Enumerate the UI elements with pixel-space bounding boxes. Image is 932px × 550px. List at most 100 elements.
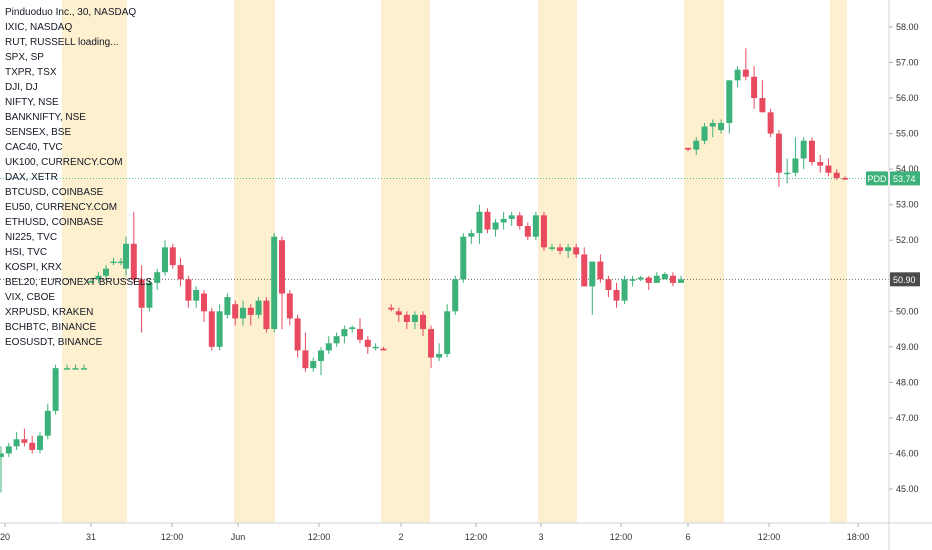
candle-body <box>310 361 317 369</box>
y-tick-label: 56.00 <box>896 93 919 103</box>
candle-body <box>341 329 348 337</box>
candle <box>444 304 451 358</box>
legend-item[interactable]: IXIC, NASDAQ <box>5 22 73 33</box>
candle <box>64 364 70 370</box>
candle <box>540 211 547 251</box>
session-shades <box>62 0 847 523</box>
candle <box>81 364 87 370</box>
x-axis[interactable]: 20 31 12:00 Jun 12:00 2 12:00 3 12:00 6 12:00 18:00 <box>0 522 932 542</box>
candle <box>808 137 815 166</box>
candle <box>13 432 20 450</box>
candle-body <box>645 277 652 283</box>
legend-item[interactable]: TXPR, TSX <box>5 67 57 78</box>
candle <box>103 265 109 280</box>
candle-body <box>224 297 231 315</box>
candle <box>669 272 676 287</box>
candle <box>784 158 791 184</box>
legend-item[interactable]: BCHBTC, BINANCE <box>5 322 97 333</box>
candle-body <box>842 178 848 180</box>
candle <box>240 300 246 326</box>
candle-body <box>742 69 749 77</box>
candle <box>123 236 129 276</box>
candle <box>645 275 652 290</box>
candle <box>825 158 832 177</box>
legend-item[interactable]: DAX, XETR <box>5 172 58 183</box>
candle <box>72 364 79 370</box>
candle-body <box>279 240 285 294</box>
candle-body <box>232 304 239 319</box>
x-tick-label: Jun <box>231 532 246 542</box>
candle-body <box>825 165 832 173</box>
candle <box>775 130 782 187</box>
x-tick-label: 6 <box>685 532 690 542</box>
y-tick-label: 45.00 <box>896 484 919 494</box>
candle-body <box>808 140 815 163</box>
candle <box>492 218 499 237</box>
legend-title: Pinduoduo Inc., 30, NASDAQ <box>5 7 137 18</box>
candle <box>792 137 799 177</box>
candle <box>29 435 36 454</box>
candle <box>388 304 395 312</box>
legend-item[interactable]: RUT, RUSSELL loading... <box>5 37 119 48</box>
candle-body <box>701 126 708 141</box>
candle <box>411 311 418 330</box>
candle <box>44 403 51 440</box>
candle-body <box>318 350 324 362</box>
candle-body <box>294 318 301 351</box>
candle-body <box>13 439 20 447</box>
legend-item[interactable]: HSI, TVC <box>5 247 48 258</box>
legend-item[interactable]: EU50, CURRENCY.COM <box>5 202 118 213</box>
candle <box>364 336 371 354</box>
candle-body <box>678 279 684 283</box>
candle <box>516 211 523 230</box>
candle <box>613 282 620 308</box>
legend-item[interactable]: SENSEX, BSE <box>5 127 72 138</box>
pdd-symbol-label: PDD <box>867 174 887 184</box>
legend-item[interactable]: CAC40, TVC <box>5 142 63 153</box>
legend-item[interactable]: DJI, DJ <box>5 82 38 93</box>
legend-item[interactable]: ETHUSD, COINBASE <box>5 217 104 228</box>
candle <box>621 275 628 305</box>
legend-item[interactable]: UK100, CURRENCY.COM <box>5 157 123 168</box>
candle <box>118 258 124 266</box>
candle <box>817 154 824 173</box>
candle <box>349 325 356 333</box>
legend-item[interactable]: BEL20, EURONEXT BRUSSELS <box>5 277 153 288</box>
candle <box>726 80 733 134</box>
legend-item[interactable]: XRPUSD, KRAKEN <box>5 307 94 318</box>
x-tick-label: 12:00 <box>610 532 633 542</box>
legend-item[interactable]: KOSPI, KRX <box>5 262 62 273</box>
candle <box>508 211 515 227</box>
candle-body <box>208 311 215 347</box>
candle-body <box>589 261 596 287</box>
candle <box>605 275 612 298</box>
legend-item[interactable]: BTCUSD, COINBASE <box>5 187 104 198</box>
candle-body <box>540 215 547 248</box>
candle <box>460 233 467 283</box>
candle-body <box>817 162 824 166</box>
candle-body <box>372 346 379 349</box>
candle-body <box>436 353 443 358</box>
legend-item[interactable]: VIX, CBOE <box>5 292 56 303</box>
candle <box>21 428 28 447</box>
candle <box>685 147 691 152</box>
y-axis[interactable]: 58.0057.0056.0055.0054.0053.0052.0051.00… <box>888 0 919 550</box>
x-tick-label: 12:00 <box>308 532 331 542</box>
session-shade <box>538 0 577 523</box>
candle-body <box>524 226 531 237</box>
legend-item[interactable]: NIFTY, NSE <box>5 97 59 108</box>
candle-body <box>709 122 716 127</box>
legend-item[interactable]: NI225, TVC <box>5 232 58 243</box>
candle-body <box>286 293 293 319</box>
y-tick-label: 53.00 <box>896 200 919 210</box>
candle-body <box>403 314 410 322</box>
candle <box>310 357 317 372</box>
crosshair-price-badge: 50.90 <box>890 272 920 287</box>
legend-item[interactable]: EOSUSDT, BINANCE <box>5 337 103 348</box>
legend-item[interactable]: SPX, SP <box>5 52 44 63</box>
candle-body <box>29 442 36 450</box>
legend-item[interactable]: BANKNIFTY, NSE <box>5 112 86 123</box>
candle-body <box>460 236 467 280</box>
candle-body <box>605 279 612 290</box>
